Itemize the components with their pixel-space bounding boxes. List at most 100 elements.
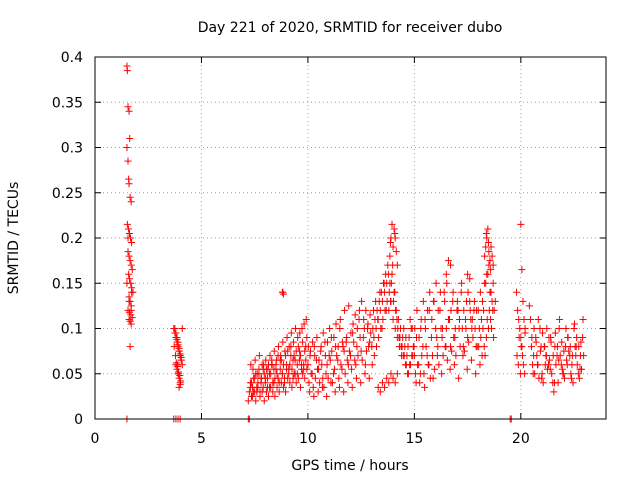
data-point bbox=[533, 361, 541, 369]
data-point bbox=[301, 374, 309, 382]
y-axis-title: SRMTID / TECUs bbox=[6, 182, 22, 295]
data-point bbox=[128, 266, 136, 274]
data-point bbox=[430, 297, 438, 305]
data-point bbox=[271, 392, 279, 400]
data-point bbox=[360, 325, 368, 332]
data-point bbox=[174, 370, 182, 378]
data-point bbox=[125, 252, 133, 260]
data-point bbox=[384, 270, 392, 278]
data-point bbox=[545, 334, 553, 342]
data-point bbox=[172, 359, 180, 367]
y-tick-label: 0.35 bbox=[52, 95, 83, 111]
data-point bbox=[383, 374, 391, 382]
data-point bbox=[413, 306, 421, 314]
data-point bbox=[421, 383, 429, 391]
data-point bbox=[575, 374, 583, 382]
data-point bbox=[559, 370, 567, 378]
data-point bbox=[358, 356, 366, 364]
data-point bbox=[126, 134, 134, 142]
data-point bbox=[345, 302, 353, 310]
data-point bbox=[366, 311, 374, 319]
data-point bbox=[558, 365, 566, 373]
data-point bbox=[295, 347, 303, 355]
data-point bbox=[326, 325, 334, 332]
data-point bbox=[518, 266, 526, 274]
data-point bbox=[329, 370, 337, 378]
data-point bbox=[255, 352, 263, 360]
data-point bbox=[311, 374, 319, 382]
data-point bbox=[335, 374, 343, 382]
data-point bbox=[125, 275, 133, 283]
data-point bbox=[489, 306, 497, 314]
data-point bbox=[305, 379, 313, 387]
data-point bbox=[580, 352, 588, 360]
data-point bbox=[433, 352, 441, 360]
data-point bbox=[406, 315, 414, 323]
data-point bbox=[455, 374, 463, 382]
data-point bbox=[393, 370, 401, 378]
data-point bbox=[542, 352, 550, 360]
data-point bbox=[358, 297, 366, 305]
data-point bbox=[331, 365, 339, 373]
data-point bbox=[275, 343, 283, 351]
data-point bbox=[577, 338, 585, 346]
y-tick-label: 0.15 bbox=[52, 276, 83, 292]
data-point bbox=[334, 356, 342, 364]
data-point bbox=[282, 388, 290, 396]
data-point bbox=[175, 347, 183, 355]
data-point bbox=[465, 338, 473, 346]
data-point bbox=[355, 306, 363, 314]
data-point bbox=[429, 374, 437, 382]
data-point bbox=[286, 379, 294, 387]
data-point bbox=[309, 383, 317, 391]
data-point bbox=[488, 252, 496, 260]
data-point bbox=[520, 315, 528, 323]
data-point bbox=[254, 383, 262, 391]
data-point bbox=[389, 374, 397, 382]
data-point bbox=[273, 383, 281, 391]
data-point bbox=[536, 325, 544, 332]
data-point bbox=[453, 297, 461, 305]
data-point bbox=[376, 288, 384, 296]
data-point bbox=[472, 370, 480, 378]
data-point bbox=[456, 315, 464, 323]
data-point bbox=[458, 279, 466, 287]
data-point bbox=[517, 220, 525, 228]
data-point bbox=[376, 388, 384, 396]
data-point bbox=[463, 365, 471, 373]
data-point bbox=[368, 361, 376, 369]
data-point bbox=[244, 397, 252, 405]
data-point bbox=[306, 347, 314, 355]
data-point bbox=[390, 225, 398, 233]
data-point bbox=[463, 297, 471, 305]
data-point bbox=[124, 157, 132, 165]
data-point bbox=[436, 288, 444, 296]
data-point bbox=[443, 279, 451, 287]
data-point bbox=[266, 352, 274, 360]
data-point bbox=[447, 261, 455, 269]
data-point bbox=[422, 343, 430, 351]
data-point bbox=[560, 347, 568, 355]
data-point bbox=[394, 325, 402, 332]
data-point bbox=[249, 365, 257, 373]
data-point bbox=[410, 352, 418, 360]
data-point bbox=[393, 315, 401, 323]
data-point bbox=[573, 334, 581, 342]
data-point bbox=[246, 379, 254, 387]
data-point bbox=[573, 361, 581, 369]
data-point bbox=[270, 347, 278, 355]
data-point bbox=[353, 325, 361, 332]
data-point bbox=[281, 347, 289, 355]
data-point bbox=[548, 370, 556, 378]
data-point bbox=[124, 248, 132, 256]
data-point bbox=[361, 361, 369, 369]
data-point bbox=[247, 392, 255, 400]
data-point bbox=[302, 315, 310, 323]
data-point bbox=[450, 361, 458, 369]
data-point bbox=[460, 347, 468, 355]
data-point bbox=[550, 379, 558, 387]
data-point bbox=[294, 334, 302, 342]
data-point bbox=[419, 297, 427, 305]
data-point bbox=[546, 356, 554, 364]
data-point bbox=[292, 325, 300, 332]
